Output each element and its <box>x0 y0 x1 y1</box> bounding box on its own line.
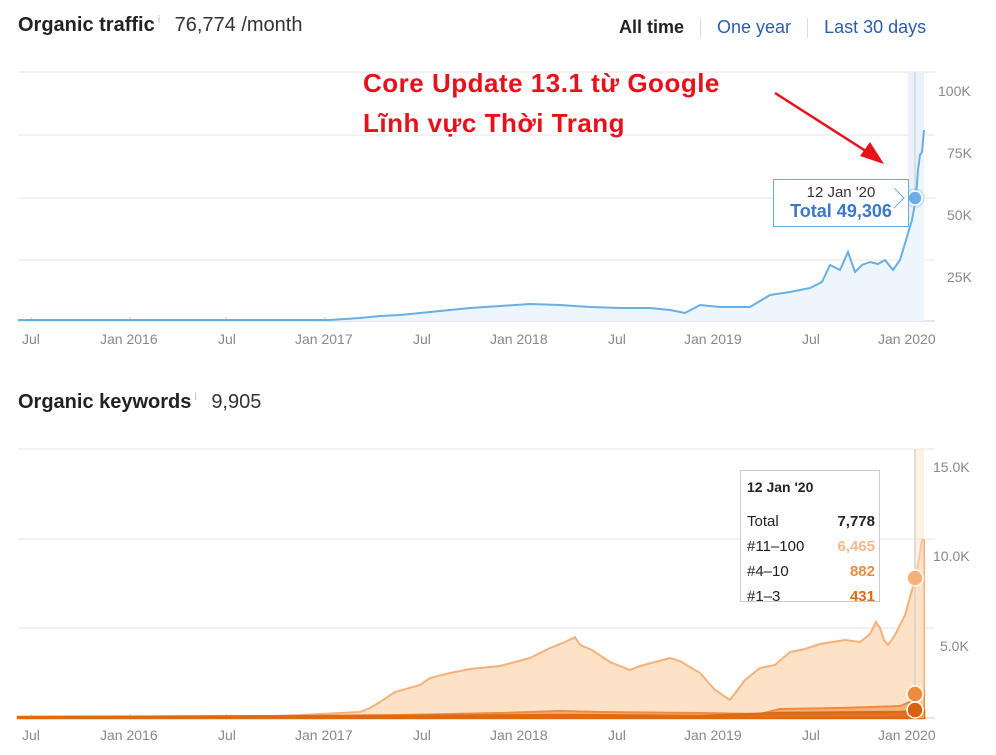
tab-all-time[interactable]: All time <box>619 17 685 37</box>
tooltip-pointer <box>894 188 905 208</box>
hover-point <box>907 190 923 206</box>
keywords-xtick: Jul <box>218 727 236 743</box>
row-value: 882 <box>849 563 875 580</box>
traffic-xtick: Jan 2018 <box>490 331 548 347</box>
keywords-xtick: Jan 2016 <box>100 727 158 743</box>
range-tabs: All time One year Last 30 days <box>619 17 927 39</box>
divider <box>700 18 702 39</box>
area-11-100 <box>17 539 925 719</box>
annotation-line-2: Lĩnh vực Thời Trang <box>363 108 626 138</box>
tooltip-row-11-100: #11–100 6,465 <box>747 534 875 559</box>
tooltip-row-1-3: #1–3 431 <box>747 584 875 609</box>
traffic-tooltip: 12 Jan '20 Total 49,306 <box>773 179 909 227</box>
tooltip-row-4-10: #4–10 882 <box>747 559 875 584</box>
annotation-line-1: Core Update 13.1 từ Google <box>363 68 720 98</box>
traffic-ytick: 50K <box>947 207 972 223</box>
row-value: 431 <box>849 588 875 605</box>
traffic-value: 76,774 /month <box>174 14 303 36</box>
traffic-header: Organic traffic i 76,774 /month <box>18 14 302 37</box>
keywords-xtick: Jul <box>22 727 40 743</box>
traffic-xtick: Jan 2017 <box>295 331 353 347</box>
traffic-ytick: 75K <box>947 145 972 161</box>
keywords-ytick: 10.0K <box>933 548 970 564</box>
keywords-header: Organic keywords i 9,905 <box>18 391 261 414</box>
keywords-ytick: 5.0K <box>940 638 969 654</box>
tooltip-date: 12 Jan '20 <box>806 184 876 201</box>
tab-one-year[interactable]: One year <box>717 17 792 37</box>
tab-last-30-days[interactable]: Last 30 days <box>824 17 927 37</box>
traffic-ytick: 100K <box>938 83 971 99</box>
row-value: 7,778 <box>837 513 875 530</box>
traffic-xtick: Jul <box>413 331 431 347</box>
row-label: #4–10 <box>747 563 789 580</box>
keywords-xtick: Jan 2018 <box>490 727 548 743</box>
annotation-arrow-line <box>774 91 873 157</box>
keywords-xtick: Jul <box>802 727 820 743</box>
keywords-tooltip: 12 Jan '20 Total 7,778 #11–100 6,465 #4–… <box>740 470 880 605</box>
keywords-chart[interactable] <box>0 440 996 730</box>
traffic-xtick: Jan 2019 <box>684 331 742 347</box>
traffic-xtick: Jan 2020 <box>878 331 936 347</box>
info-icon[interactable]: i <box>157 14 161 26</box>
tooltip-row-total: Total 7,778 <box>747 509 875 534</box>
keywords-xtick: Jan 2020 <box>878 727 936 743</box>
traffic-xtick: Jul <box>608 331 626 347</box>
row-label: #11–100 <box>747 538 805 555</box>
area-1-3 <box>16 709 926 720</box>
traffic-xtick: Jul <box>218 331 236 347</box>
row-value: 6,465 <box>837 538 875 555</box>
traffic-line <box>18 129 925 321</box>
keywords-xtick: Jan 2017 <box>295 727 353 743</box>
info-icon[interactable]: i <box>194 391 197 403</box>
row-label: #1–3 <box>747 588 781 605</box>
keywords-ytick: 15.0K <box>933 459 970 475</box>
traffic-xtick: Jul <box>22 331 40 347</box>
tooltip-date: 12 Jan '20 <box>747 479 814 495</box>
keywords-xtick: Jan 2019 <box>684 727 742 743</box>
hover-point-11-100 <box>906 569 924 587</box>
tooltip-total: Total 49,306 <box>790 201 892 221</box>
traffic-xtick: Jan 2016 <box>100 331 158 347</box>
traffic-ytick: 25K <box>947 269 972 285</box>
annotation-arrow-head <box>860 142 884 164</box>
traffic-title: Organic traffic <box>18 14 155 36</box>
traffic-xtick: Jul <box>802 331 820 347</box>
hover-point-1-3 <box>906 701 924 719</box>
traffic-area <box>18 130 924 321</box>
keywords-title: Organic keywords <box>18 391 192 413</box>
hover-point-4-10 <box>906 685 924 703</box>
row-label: Total <box>747 513 779 530</box>
divider <box>807 18 809 39</box>
keywords-value: 9,905 <box>211 391 262 413</box>
keywords-xtick: Jul <box>413 727 431 743</box>
traffic-chart[interactable] <box>0 60 996 360</box>
keywords-xtick: Jul <box>608 727 626 743</box>
